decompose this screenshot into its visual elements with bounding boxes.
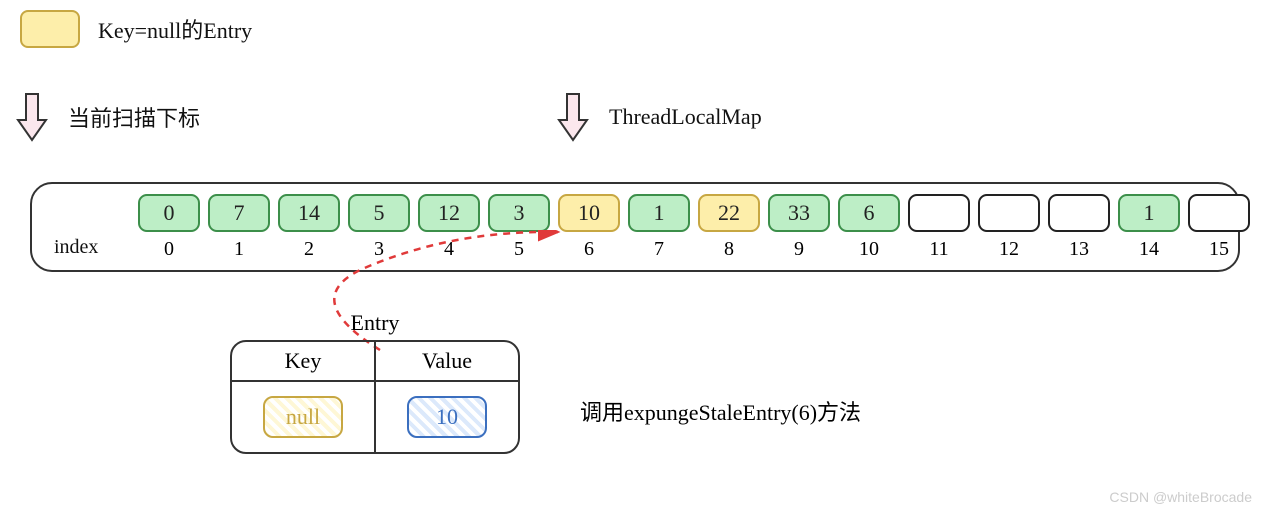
array-cell: 1: [1118, 194, 1180, 232]
array-index: 8: [724, 238, 734, 261]
entry-region: Entry Key Value null 10: [230, 310, 520, 454]
array-cell: 3: [488, 194, 550, 232]
array-index: 1: [234, 238, 244, 261]
array-cell-col: 00: [136, 194, 202, 261]
watermark: CSDN @whiteBrocade: [1109, 489, 1252, 505]
array-cell-col: 142: [276, 194, 342, 261]
array-index: 4: [444, 238, 454, 261]
array-cell-col: 114: [1116, 194, 1182, 261]
map-pointer: ThreadLocalMap: [555, 92, 762, 142]
array-cell-col: 12: [976, 194, 1042, 261]
array-cell: [1188, 194, 1250, 232]
array-index: 6: [584, 238, 594, 261]
map-pointer-label: ThreadLocalMap: [609, 104, 762, 130]
array-cell-col: 610: [836, 194, 902, 261]
array-index: 3: [374, 238, 384, 261]
array-cell-col: 53: [346, 194, 412, 261]
entry-key-cell: null: [263, 396, 343, 438]
array-cell-col: 339: [766, 194, 832, 261]
array-cell: 33: [768, 194, 830, 232]
array-cell: 14: [278, 194, 340, 232]
array-cell-col: 13: [1046, 194, 1112, 261]
array-cell: 10: [558, 194, 620, 232]
down-arrow-icon: [14, 92, 50, 142]
legend-label: Key=null的Entry: [98, 13, 252, 45]
down-arrow-icon: [555, 92, 591, 142]
entry-value-header: Value: [376, 342, 518, 380]
array-index: 2: [304, 238, 314, 261]
array-cell-col: 71: [206, 194, 272, 261]
array-cell-col: 15: [1186, 194, 1252, 261]
array-cell: 5: [348, 194, 410, 232]
array-index: 0: [164, 238, 174, 261]
scan-pointer-label: 当前扫描下标: [68, 101, 200, 133]
array-cell: 7: [208, 194, 270, 232]
array-index: 14: [1139, 238, 1159, 261]
index-label: index: [54, 236, 98, 259]
array-cell: 12: [418, 194, 480, 232]
array-cell: 1: [628, 194, 690, 232]
array-cells: 007114253124351061722833961011121311415: [136, 194, 1252, 261]
array-cell-col: 11: [906, 194, 972, 261]
entry-table: Key Value null 10: [230, 340, 520, 454]
array-index: 12: [999, 238, 1019, 261]
entry-key-text: null: [286, 404, 320, 430]
array-index: 15: [1209, 238, 1229, 261]
entry-title: Entry: [230, 310, 520, 336]
array-cell-col: 124: [416, 194, 482, 261]
call-text: 调用expungeStaleEntry(6)方法: [580, 395, 861, 427]
array-cell: [908, 194, 970, 232]
array-cell-col: 17: [626, 194, 692, 261]
array-cell-col: 228: [696, 194, 762, 261]
array-cell: [1048, 194, 1110, 232]
array-index: 13: [1069, 238, 1089, 261]
array-index: 5: [514, 238, 524, 261]
entry-value-text: 10: [436, 404, 458, 430]
array-index: 11: [929, 238, 948, 261]
array-cell-col: 106: [556, 194, 622, 261]
array-index: 9: [794, 238, 804, 261]
array-index: 10: [859, 238, 879, 261]
scan-pointer: 当前扫描下标: [14, 92, 200, 142]
array-cell-col: 35: [486, 194, 552, 261]
array-cell: 6: [838, 194, 900, 232]
entry-key-header: Key: [232, 342, 376, 380]
legend-row: Key=null的Entry: [20, 10, 1256, 48]
array-index: 7: [654, 238, 664, 261]
legend-swatch: [20, 10, 80, 48]
array-cell: 22: [698, 194, 760, 232]
array-cell: [978, 194, 1040, 232]
array-container: index 0071142531243510617228339610111213…: [30, 182, 1240, 272]
entry-value-cell: 10: [407, 396, 487, 438]
array-cell: 0: [138, 194, 200, 232]
